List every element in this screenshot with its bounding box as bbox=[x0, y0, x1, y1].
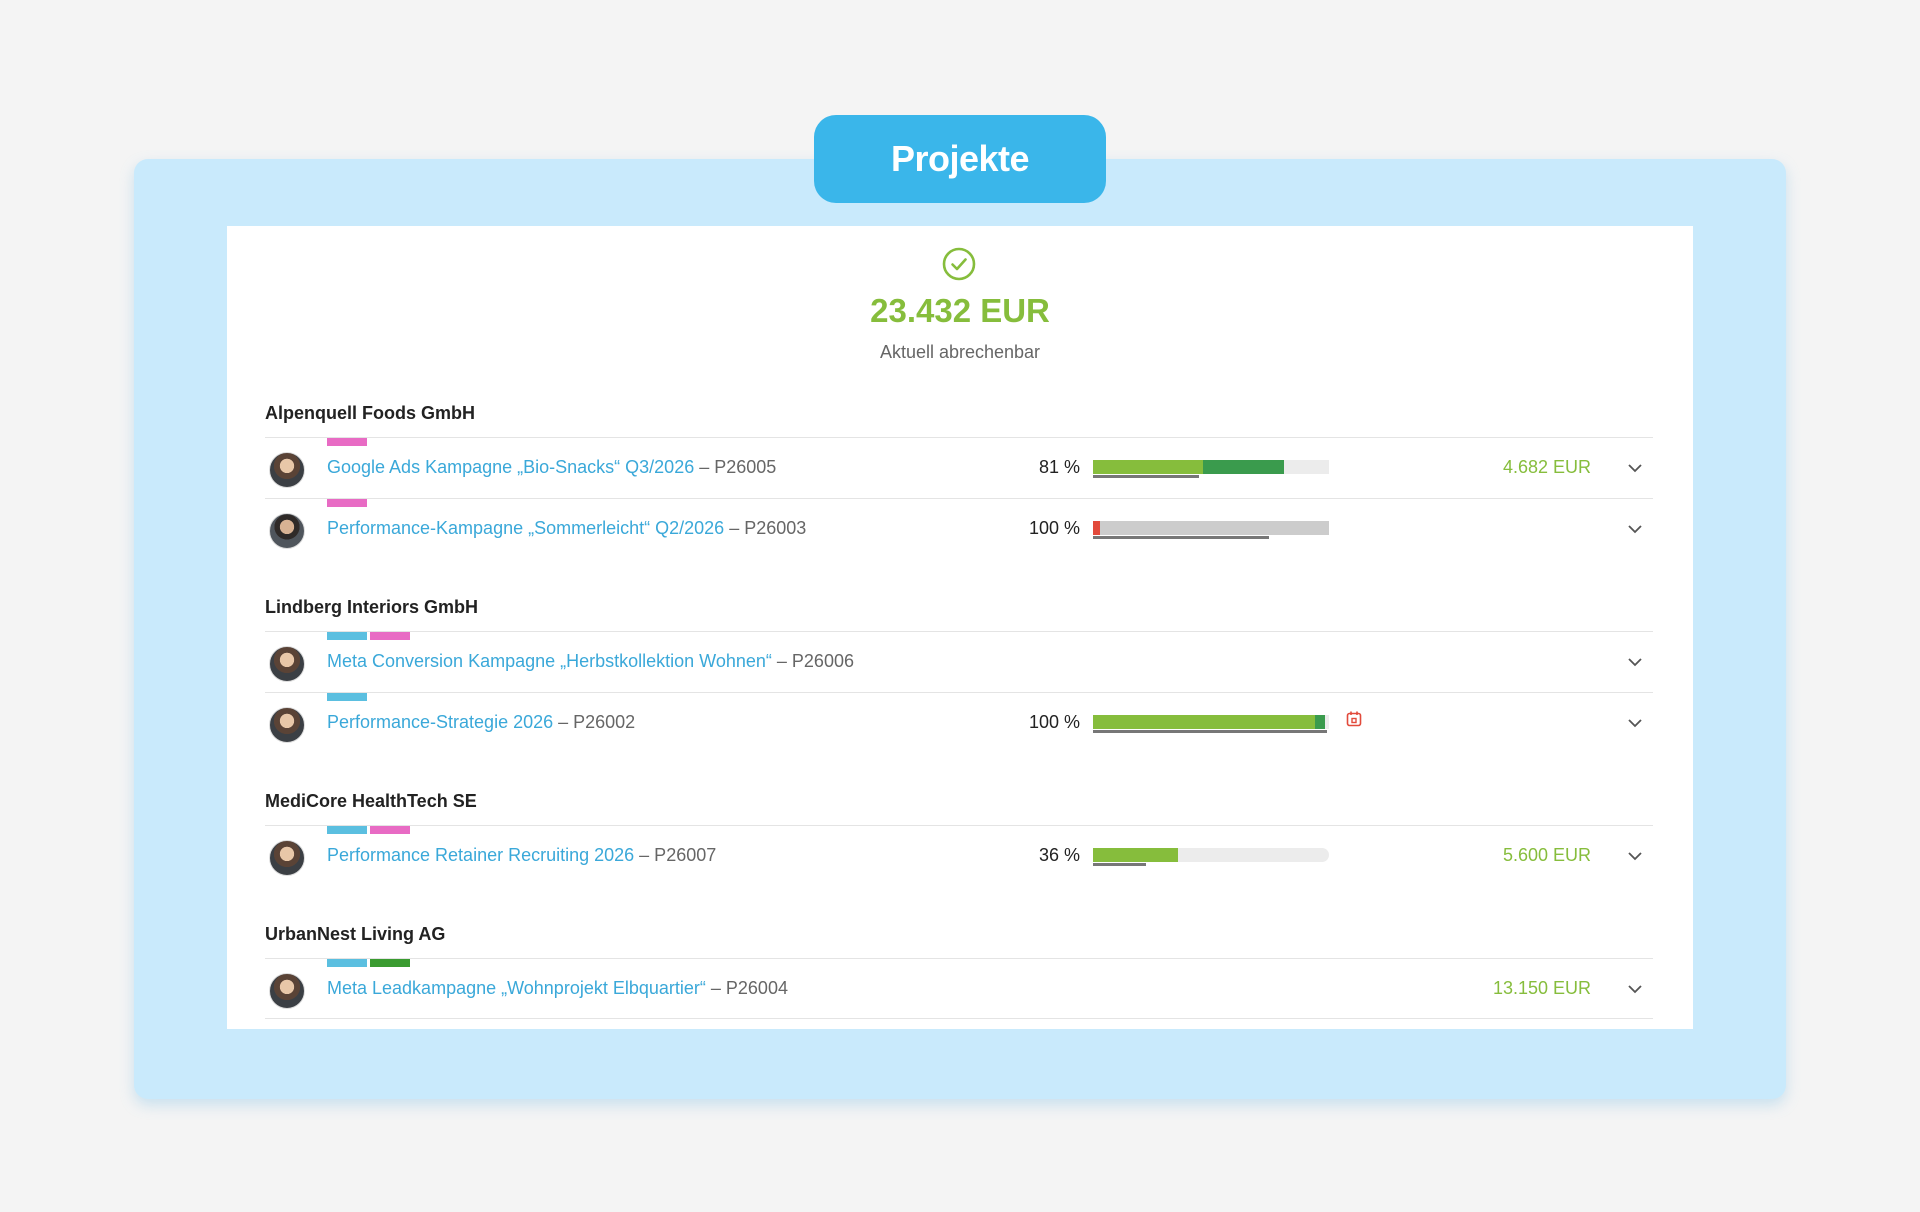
project-code: – P26007 bbox=[634, 845, 717, 865]
project-row[interactable]: Meta Leadkampagne „Wohnprojekt Elbquarti… bbox=[265, 958, 1653, 1019]
check-circle-icon bbox=[942, 247, 976, 281]
calendar-alert-icon[interactable] bbox=[1345, 710, 1363, 728]
project-link[interactable]: Performance-Kampagne „Sommerleicht“ Q2/2… bbox=[327, 518, 725, 538]
project-tags bbox=[327, 826, 410, 834]
tag-pink bbox=[370, 632, 410, 640]
client-name: UrbanNest Living AG bbox=[265, 924, 446, 944]
avatar bbox=[269, 452, 305, 488]
tag-blue bbox=[327, 632, 367, 640]
progress-bar bbox=[1093, 715, 1329, 729]
tag-blue bbox=[327, 826, 367, 834]
project-tags bbox=[327, 959, 410, 967]
project-tags bbox=[327, 632, 410, 640]
time-marker bbox=[1093, 475, 1199, 478]
avatar bbox=[269, 840, 305, 876]
project-code: – P26006 bbox=[771, 651, 854, 671]
project-tags bbox=[327, 499, 367, 507]
progress-percent: 100 % bbox=[1028, 518, 1080, 538]
project-link[interactable]: Performance Retainer Recruiting 2026 bbox=[327, 845, 635, 865]
project-row[interactable]: Performance Retainer Recruiting 2026 – P… bbox=[265, 825, 1653, 886]
progress-segment-billed bbox=[1093, 848, 1178, 862]
project-amount: 13.150 EUR bbox=[1492, 978, 1591, 998]
client-name: Lindberg Interiors GmbH bbox=[265, 597, 479, 617]
page-title: Projekte bbox=[814, 115, 1106, 203]
billable-total: 23.432 EUR bbox=[870, 292, 1050, 329]
progress-segment-billed bbox=[1093, 715, 1315, 729]
chevron-down-icon[interactable] bbox=[1627, 460, 1643, 476]
chevron-down-icon[interactable] bbox=[1627, 521, 1643, 537]
avatar bbox=[269, 513, 305, 549]
project-tags bbox=[327, 693, 367, 701]
avatar bbox=[269, 707, 305, 743]
progress-segment-open bbox=[1315, 715, 1325, 729]
progress-percent: 81 % bbox=[1038, 457, 1080, 477]
avatar bbox=[269, 973, 305, 1009]
progress-bar bbox=[1093, 460, 1329, 474]
chevron-down-icon[interactable] bbox=[1627, 981, 1643, 997]
time-marker bbox=[1093, 536, 1269, 539]
progress-bar bbox=[1093, 848, 1329, 862]
project-code: – P26002 bbox=[553, 712, 636, 732]
progress-percent: 36 % bbox=[1038, 845, 1080, 865]
progress-segment-open bbox=[1203, 460, 1284, 474]
project-tags bbox=[327, 438, 367, 446]
chevron-down-icon[interactable] bbox=[1627, 654, 1643, 670]
progress-bar bbox=[1093, 521, 1329, 535]
client-name: Alpenquell Foods GmbH bbox=[265, 403, 475, 423]
projects-card: 23.432 EUR Aktuell abrechenbar Alpenquel… bbox=[227, 226, 1693, 1029]
project-link[interactable]: Performance-Strategie 2026 bbox=[327, 712, 554, 732]
time-marker bbox=[1093, 730, 1327, 733]
project-row[interactable]: Google Ads Kampagne „Bio-Snacks“ Q3/2026… bbox=[265, 437, 1653, 498]
project-row[interactable]: Meta Conversion Kampagne „Herbstkollekti… bbox=[265, 631, 1653, 692]
project-code: – P26004 bbox=[705, 978, 788, 998]
tag-blue bbox=[327, 959, 367, 967]
tag-pink bbox=[327, 438, 367, 446]
project-row[interactable]: Performance-Kampagne „Sommerleicht“ Q2/2… bbox=[265, 498, 1653, 559]
client-name: MediCore HealthTech SE bbox=[265, 791, 477, 811]
progress-segment-over bbox=[1093, 521, 1100, 535]
project-amount: 4.682 EUR bbox=[1502, 457, 1591, 477]
project-link[interactable]: Google Ads Kampagne „Bio-Snacks“ Q3/2026 bbox=[327, 457, 695, 477]
tag-green bbox=[370, 959, 410, 967]
chevron-down-icon[interactable] bbox=[1627, 715, 1643, 731]
billable-label: Aktuell abrechenbar bbox=[879, 342, 1041, 362]
project-code: – P26003 bbox=[724, 518, 807, 538]
project-amount: 5.600 EUR bbox=[1502, 845, 1591, 865]
project-link[interactable]: Meta Conversion Kampagne „Herbstkollekti… bbox=[327, 651, 772, 671]
project-code: – P26005 bbox=[694, 457, 777, 477]
tag-pink bbox=[370, 826, 410, 834]
project-row[interactable]: Performance-Strategie 2026 – P26002 100 … bbox=[265, 692, 1653, 753]
progress-percent: 100 % bbox=[1028, 712, 1080, 732]
tag-pink bbox=[327, 499, 367, 507]
chevron-down-icon[interactable] bbox=[1627, 848, 1643, 864]
time-marker bbox=[1093, 863, 1146, 866]
tag-blue bbox=[327, 693, 367, 701]
avatar bbox=[269, 646, 305, 682]
progress-segment-billed bbox=[1093, 460, 1203, 474]
project-link[interactable]: Meta Leadkampagne „Wohnprojekt Elbquarti… bbox=[327, 978, 706, 998]
